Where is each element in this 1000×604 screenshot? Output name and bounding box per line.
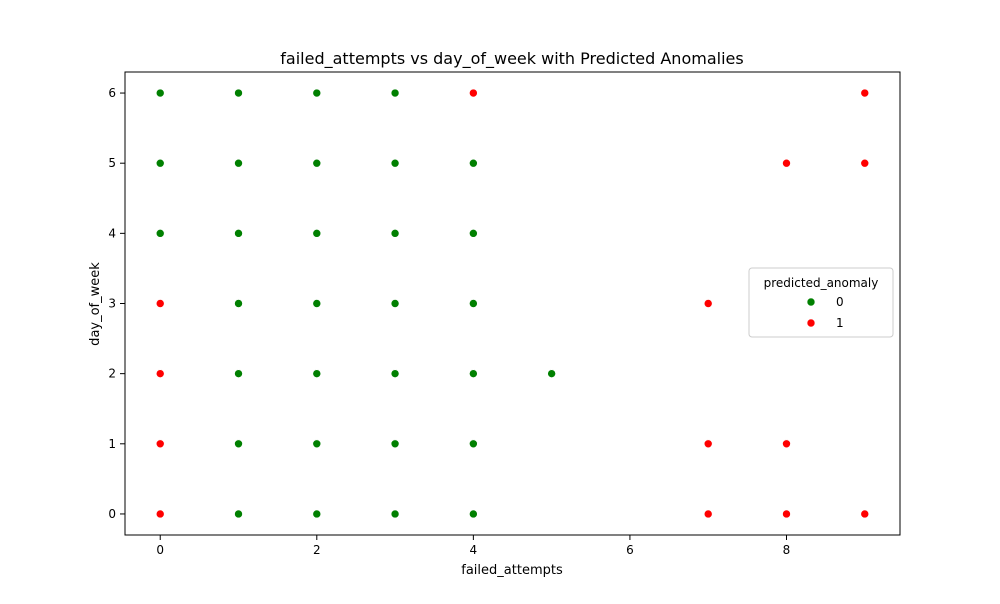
y-tick-label: 5 bbox=[108, 156, 116, 170]
data-point-anomaly-1 bbox=[860, 88, 870, 98]
data-point-anomaly-0 bbox=[469, 509, 478, 519]
x-tick-label: 4 bbox=[470, 543, 478, 557]
data-point-anomaly-1 bbox=[782, 439, 791, 449]
plot-area-frame bbox=[124, 71, 901, 536]
data-point-anomaly-0 bbox=[469, 369, 478, 378]
data-point-anomaly-0 bbox=[390, 299, 400, 308]
x-tick-label: 6 bbox=[626, 543, 634, 557]
data-point-anomaly-0 bbox=[469, 439, 478, 449]
data-point-anomaly-1 bbox=[782, 509, 791, 519]
legend-label: 1 bbox=[836, 316, 844, 330]
axis-ticks: 0 2 4 6 8 0 1 2 3 4 5 6 bbox=[108, 86, 790, 557]
data-point-anomaly-0 bbox=[390, 439, 400, 449]
data-point-anomaly-1 bbox=[155, 509, 165, 519]
data-point-anomaly-0 bbox=[234, 439, 243, 449]
data-point-anomaly-0 bbox=[547, 369, 556, 378]
legend-marker bbox=[806, 318, 816, 328]
data-points bbox=[155, 88, 870, 519]
data-point-anomaly-0 bbox=[390, 369, 400, 378]
data-point-anomaly-1 bbox=[155, 439, 165, 449]
data-point-anomaly-0 bbox=[155, 229, 165, 238]
y-tick-label: 2 bbox=[108, 367, 116, 381]
data-point-anomaly-0 bbox=[390, 158, 400, 168]
data-point-anomaly-0 bbox=[155, 158, 165, 168]
legend-title: predicted_anomaly bbox=[764, 276, 879, 290]
data-point-anomaly-1 bbox=[860, 158, 870, 168]
legend: predicted_anomaly 0 1 bbox=[748, 267, 894, 338]
legend-box bbox=[748, 267, 894, 338]
data-point-anomaly-0 bbox=[155, 88, 165, 98]
data-point-anomaly-0 bbox=[234, 299, 243, 308]
data-point-anomaly-0 bbox=[390, 88, 400, 98]
x-tick-label: 8 bbox=[783, 543, 791, 557]
legend-marker bbox=[806, 297, 816, 307]
data-point-anomaly-0 bbox=[312, 509, 322, 519]
data-point-anomaly-0 bbox=[312, 158, 322, 168]
x-tick-label: 0 bbox=[156, 543, 164, 557]
chart-title: failed_attempts vs day_of_week with Pred… bbox=[280, 49, 743, 69]
data-point-anomaly-0 bbox=[469, 299, 478, 308]
data-point-anomaly-1 bbox=[860, 509, 870, 519]
data-point-anomaly-0 bbox=[234, 369, 243, 378]
data-point-anomaly-1 bbox=[782, 158, 791, 168]
y-axis-label: day_of_week bbox=[88, 262, 103, 346]
data-point-anomaly-0 bbox=[234, 158, 243, 168]
data-point-anomaly-1 bbox=[703, 509, 713, 519]
data-point-anomaly-0 bbox=[312, 88, 322, 98]
data-point-anomaly-0 bbox=[312, 229, 322, 238]
data-point-anomaly-0 bbox=[469, 229, 478, 238]
data-point-anomaly-0 bbox=[234, 229, 243, 238]
data-point-anomaly-1 bbox=[155, 299, 165, 308]
data-point-anomaly-0 bbox=[469, 158, 478, 168]
data-point-anomaly-1 bbox=[469, 88, 478, 98]
data-point-anomaly-0 bbox=[312, 439, 322, 449]
y-tick-label: 6 bbox=[108, 86, 116, 100]
data-point-anomaly-0 bbox=[312, 299, 322, 308]
data-point-anomaly-1 bbox=[703, 439, 713, 449]
y-tick-label: 4 bbox=[108, 226, 116, 240]
data-point-anomaly-1 bbox=[703, 299, 713, 308]
x-tick-label: 2 bbox=[313, 543, 321, 557]
data-point-anomaly-0 bbox=[312, 369, 322, 378]
x-axis-label: failed_attempts bbox=[461, 563, 563, 578]
data-point-anomaly-0 bbox=[390, 509, 400, 519]
y-tick-label: 0 bbox=[108, 507, 116, 521]
y-tick-label: 3 bbox=[108, 297, 116, 311]
data-point-anomaly-0 bbox=[390, 229, 400, 238]
legend-label: 0 bbox=[836, 295, 844, 309]
y-tick-label: 1 bbox=[108, 437, 116, 451]
data-point-anomaly-1 bbox=[155, 369, 165, 378]
data-point-anomaly-0 bbox=[234, 88, 243, 98]
data-point-anomaly-0 bbox=[234, 509, 243, 519]
